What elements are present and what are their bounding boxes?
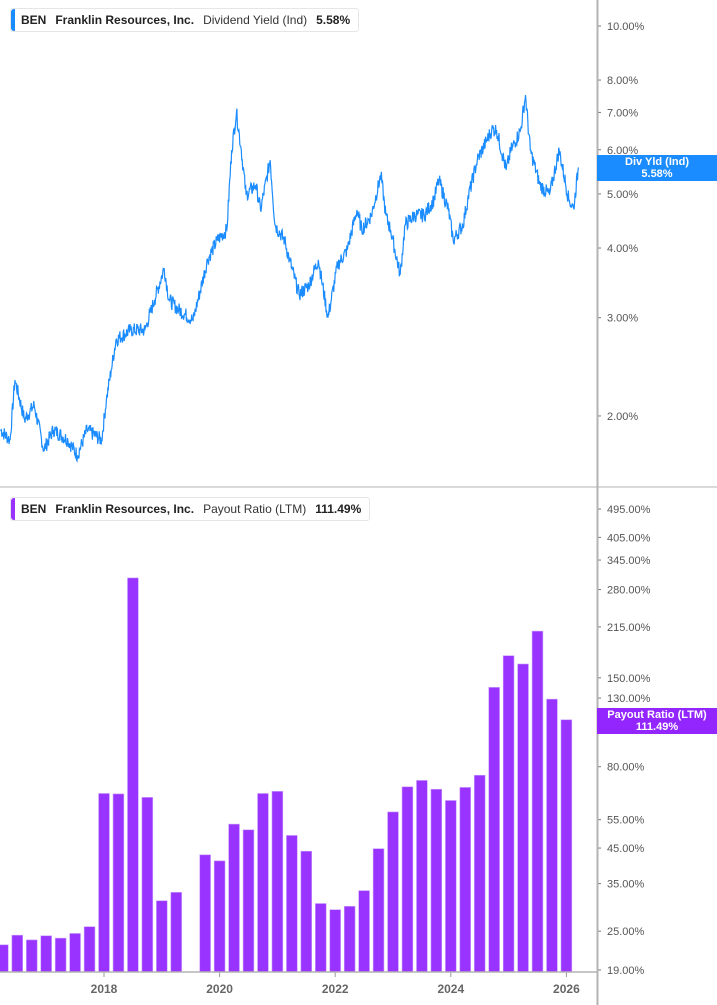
y-tick-label: 2.00% [607, 411, 638, 423]
payout-bar[interactable] [213, 860, 226, 973]
legend-metric: Dividend Yield (Ind) [203, 13, 308, 27]
x-tick-label: 2024 [437, 982, 464, 996]
payout-bar[interactable] [372, 848, 385, 973]
y-tick-label: 45.00% [607, 843, 645, 855]
y-tick-label: 280.00% [607, 585, 651, 597]
y-tick-label: 19.00% [607, 965, 645, 977]
payout-bar[interactable] [445, 800, 457, 973]
payout-bar[interactable] [199, 854, 211, 973]
x-tick-label: 2022 [322, 982, 349, 996]
x-tick-label: 2026 [553, 982, 580, 996]
payout-bar[interactable] [83, 926, 96, 973]
badge-value: 111.49% [635, 721, 679, 733]
payout-bar[interactable] [242, 829, 255, 973]
y-tick-label: 405.00% [607, 532, 651, 544]
badge-label: Div Yld (Ind) [625, 156, 689, 168]
legend-ticker: BEN [21, 13, 47, 27]
payout-bar[interactable] [358, 890, 370, 973]
y-tick-label: 25.00% [607, 926, 645, 938]
payout-bar[interactable] [257, 793, 269, 973]
payout-bar[interactable] [228, 823, 240, 973]
top-y-axis: 10.00% 8.00% 7.00% 6.00% 5.00% 4.00% 3.00% 2.00… [597, 21, 645, 423]
payout-bar[interactable] [343, 906, 356, 973]
legend-value: 5.58% [316, 13, 351, 27]
badge-label: Payout Ratio (LTM) [607, 709, 707, 721]
payout-bar[interactable] [401, 786, 414, 973]
payout-bar[interactable] [387, 811, 399, 973]
payout-bar[interactable] [11, 934, 23, 973]
payout-bar[interactable] [473, 774, 486, 973]
y-tick-label: 150.00% [607, 673, 651, 685]
legend-company: Franklin Resources, Inc. [55, 13, 195, 27]
payout-bar[interactable] [156, 900, 168, 973]
payout-bar[interactable] [560, 719, 573, 973]
y-tick-label: 4.00% [607, 243, 638, 255]
payout-bar[interactable] [26, 939, 38, 973]
series-color-swatch [11, 498, 15, 520]
y-tick-label: 10.00% [607, 21, 645, 33]
x-axis: 2018 2020 2022 2024 2026 [91, 972, 580, 996]
top-legend[interactable]: BEN Franklin Resources, Inc. Dividend Yi… [10, 8, 360, 32]
bottom-legend[interactable]: BEN Franklin Resources, Inc. Payout Rati… [10, 497, 371, 521]
payout-bar[interactable] [286, 835, 298, 973]
payout-bar[interactable] [98, 793, 110, 973]
y-tick-label: 80.00% [607, 762, 645, 774]
payout-bar[interactable] [141, 797, 154, 973]
y-tick-label: 495.00% [607, 504, 651, 516]
x-tick-label: 2020 [206, 982, 233, 996]
payout-bar[interactable] [416, 780, 428, 973]
payout-bar[interactable] [69, 933, 81, 973]
payout-bar[interactable] [112, 793, 125, 973]
payout-bar[interactable] [459, 787, 471, 973]
y-tick-label: 5.00% [607, 189, 638, 201]
y-tick-label: 130.00% [607, 693, 651, 705]
payout-bars [0, 577, 573, 973]
legend-value: 111.49% [315, 502, 362, 516]
payout-bar[interactable] [300, 850, 312, 973]
payout-bar[interactable] [329, 909, 341, 973]
y-tick-label: 215.00% [607, 622, 651, 634]
payout-bar[interactable] [531, 630, 544, 973]
payout-bar[interactable] [271, 791, 284, 973]
y-tick-label: 55.00% [607, 815, 645, 827]
payout-bar[interactable] [517, 663, 529, 973]
payout-bar[interactable] [54, 937, 67, 973]
payout-bar[interactable] [127, 577, 139, 973]
bottom-y-axis: 495.00% 405.00% 345.00% 280.00% 215.00% 150.0… [597, 504, 651, 977]
legend-ticker: BEN [21, 502, 47, 516]
payout-bar[interactable] [315, 903, 327, 973]
dividend-yield-line [0, 95, 579, 464]
y-tick-label: 6.00% [607, 145, 638, 157]
payout-value-badge: Payout Ratio (LTM) 111.49% [597, 708, 717, 734]
payout-bar[interactable] [170, 892, 182, 973]
payout-bar[interactable] [502, 655, 515, 973]
badge-value: 5.58% [641, 168, 673, 180]
payout-bar[interactable] [430, 788, 443, 973]
y-tick-label: 345.00% [607, 555, 651, 567]
payout-bar[interactable] [546, 698, 558, 973]
series-color-swatch [11, 9, 15, 31]
y-tick-label: 7.00% [607, 107, 638, 119]
legend-metric: Payout Ratio (LTM) [203, 502, 307, 516]
legend-company: Franklin Resources, Inc. [55, 502, 195, 516]
x-tick-label: 2018 [91, 982, 118, 996]
y-tick-label: 3.00% [607, 313, 638, 325]
payout-bar[interactable] [0, 944, 9, 973]
payout-bar[interactable] [40, 935, 52, 973]
payout-bar[interactable] [488, 687, 500, 973]
yield-value-badge: Div Yld (Ind) 5.58% [597, 155, 717, 181]
y-tick-label: 35.00% [607, 879, 645, 891]
y-tick-label: 8.00% [607, 75, 638, 87]
